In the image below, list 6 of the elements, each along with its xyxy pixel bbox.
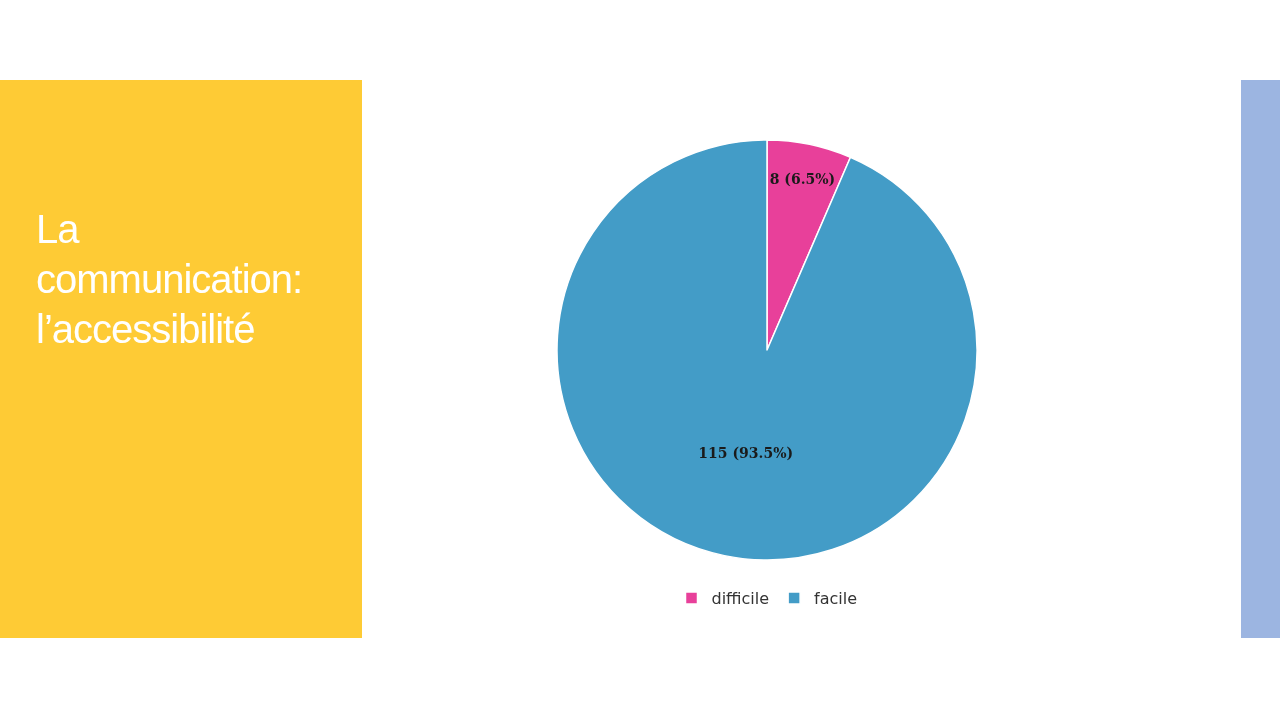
legend-label: difficile [711, 589, 770, 609]
data-label: 8 (6.5%) [769, 171, 836, 188]
text: La communication: l’accessibilité [36, 206, 304, 353]
data-label: 115 (93.5%) [698, 444, 794, 461]
pie-slice [556, 139, 978, 561]
legend-label: facile [814, 589, 858, 609]
